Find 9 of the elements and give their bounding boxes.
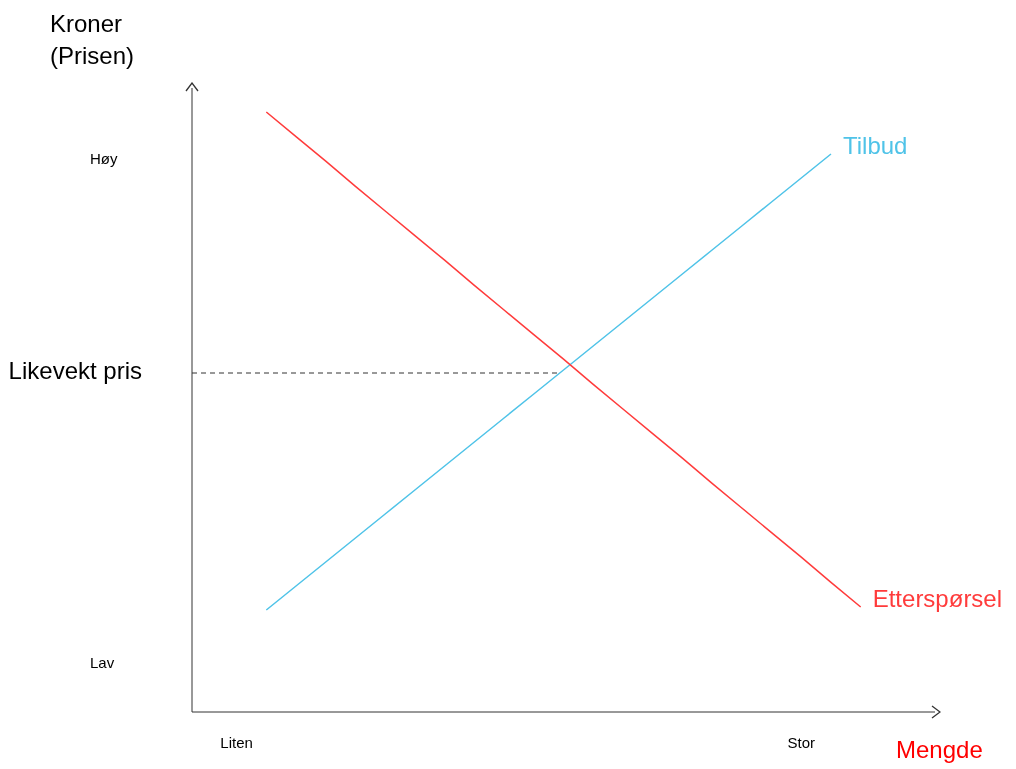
text: Høy	[90, 150, 118, 167]
y-axis-title: Kroner (Prisen)	[50, 9, 135, 71]
x-tick-label: Liten	[220, 734, 253, 751]
x-tick-label: Stor	[787, 734, 816, 751]
x-axis-title: Mengde	[896, 736, 983, 764]
series-label: Tilbud	[842, 132, 908, 160]
ref-line-label: Likevekt pris	[8, 357, 142, 385]
text: Lav	[90, 654, 115, 671]
series-label: Etterspørsel	[872, 585, 1003, 613]
